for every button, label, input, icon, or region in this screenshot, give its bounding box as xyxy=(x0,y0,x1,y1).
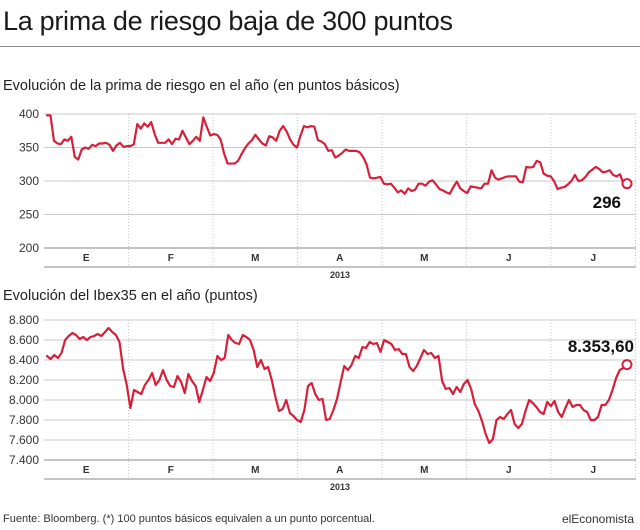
y-tick-label: 8.600 xyxy=(9,333,39,347)
y-tick-label: 7.600 xyxy=(9,433,39,447)
page-title: La prima de riesgo baja de 300 puntos xyxy=(3,6,453,36)
month-label: M xyxy=(251,465,259,476)
title-divider xyxy=(0,46,640,47)
ibex35-chart: 7.400 7.600 7.800 8.000 8.200 8.400 8.600 8.800… xyxy=(9,313,636,492)
y-tick-label: 8.200 xyxy=(9,373,39,387)
month-label: F xyxy=(168,253,174,264)
y-tick-label: 8.800 xyxy=(9,313,39,327)
month-label: J xyxy=(506,465,512,476)
month-label: M xyxy=(420,465,428,476)
footer-source: Fuente: Bloomberg. (*) 100 puntos básico… xyxy=(3,513,375,525)
month-label: E xyxy=(83,253,90,264)
y-tick-label: 7.800 xyxy=(9,413,39,427)
month-label: J xyxy=(590,465,596,476)
month-label: F xyxy=(168,465,174,476)
risk-premium-chart-title: Evolución de la prima de riesgo en el añ… xyxy=(3,78,400,94)
month-label: J xyxy=(506,253,512,264)
y-tick-label: 8.400 xyxy=(9,353,39,367)
risk-premium-chart: 200 250 300 350 400 E F M A M J J 2013 296 xyxy=(19,107,636,280)
y-tick-label: 250 xyxy=(19,208,39,222)
month-label: M xyxy=(251,253,259,264)
series-line xyxy=(45,114,629,195)
month-label: M xyxy=(420,253,428,264)
y-tick-label: 8.000 xyxy=(9,393,39,407)
y-tick-label: 400 xyxy=(19,107,39,121)
x-axis-year-label: 2013 xyxy=(330,482,350,492)
footer-brand: elEconomista xyxy=(561,512,634,526)
month-label: J xyxy=(590,253,596,264)
y-tick-label: 300 xyxy=(19,174,39,188)
x-axis-year-label: 2013 xyxy=(330,270,350,280)
y-tick-label: 350 xyxy=(19,141,39,155)
last-value-label: 296 xyxy=(593,193,621,212)
month-label: A xyxy=(336,465,343,476)
month-label: E xyxy=(83,465,90,476)
series-line xyxy=(45,326,629,445)
ibex35-chart-title: Evolución del Ibex35 en el año (puntos) xyxy=(3,288,258,304)
last-value-label: 8.353,60 xyxy=(568,337,634,356)
y-tick-label: 200 xyxy=(19,241,39,255)
last-value-marker xyxy=(621,178,633,190)
y-tick-label: 7.400 xyxy=(9,453,39,467)
month-label: A xyxy=(336,253,343,264)
last-value-marker xyxy=(621,359,633,371)
